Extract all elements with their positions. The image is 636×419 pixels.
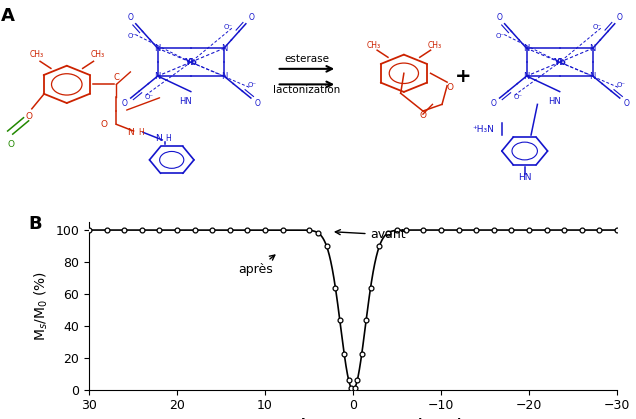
Text: O⁻: O⁻ (248, 82, 257, 88)
Text: H: H (138, 128, 144, 137)
Text: O⁻: O⁻ (144, 94, 153, 100)
Y-axis label: M$_s$/M$_0$ (%): M$_s$/M$_0$ (%) (32, 271, 50, 341)
Text: Yb: Yb (553, 58, 566, 67)
Text: O: O (254, 99, 260, 108)
Text: O: O (100, 119, 107, 129)
Text: N: N (523, 44, 530, 53)
Text: O⁻: O⁻ (496, 33, 505, 39)
Text: N: N (523, 72, 530, 80)
Text: N: N (155, 44, 161, 53)
Text: N: N (221, 44, 227, 53)
Text: CH₃: CH₃ (29, 49, 43, 59)
Text: N: N (221, 72, 227, 80)
Text: N: N (590, 72, 596, 80)
Text: CH₃: CH₃ (90, 49, 104, 59)
X-axis label: Saturation Frequency (ppm): Saturation Frequency (ppm) (242, 418, 464, 419)
Text: O: O (496, 13, 502, 22)
Text: CH₃: CH₃ (427, 41, 441, 49)
Text: avant: avant (335, 228, 406, 241)
Text: O: O (490, 99, 496, 108)
Text: O: O (617, 13, 623, 22)
Text: HN: HN (518, 173, 532, 182)
Text: esterase: esterase (284, 54, 329, 64)
Text: O: O (623, 99, 629, 108)
Text: N: N (155, 134, 162, 143)
Text: O⁻: O⁻ (127, 33, 136, 39)
Text: Yb: Yb (184, 58, 197, 67)
Text: après: après (238, 255, 275, 277)
Text: lactonization: lactonization (273, 85, 340, 95)
Text: CH₃: CH₃ (366, 41, 380, 49)
Text: O: O (446, 83, 453, 92)
Text: O: O (7, 140, 15, 149)
Text: O: O (419, 111, 427, 120)
Text: O⁻: O⁻ (513, 94, 522, 100)
Text: B: B (29, 215, 42, 233)
Text: O⁻: O⁻ (593, 23, 602, 30)
Text: O: O (127, 13, 134, 22)
Text: HN: HN (179, 97, 192, 106)
Text: O⁻: O⁻ (617, 82, 626, 88)
Text: O: O (248, 13, 254, 22)
Text: A: A (1, 7, 15, 25)
Text: N: N (590, 44, 596, 53)
Text: O⁻: O⁻ (224, 23, 233, 30)
Text: +: + (455, 67, 471, 86)
Text: O: O (25, 112, 32, 121)
Text: C: C (113, 73, 120, 82)
Text: O: O (121, 99, 127, 108)
Text: ⁺H₃N: ⁺H₃N (473, 125, 494, 134)
Text: HN: HN (548, 97, 561, 106)
Text: N: N (127, 128, 134, 137)
Text: H: H (165, 134, 171, 143)
Text: N: N (155, 72, 161, 80)
